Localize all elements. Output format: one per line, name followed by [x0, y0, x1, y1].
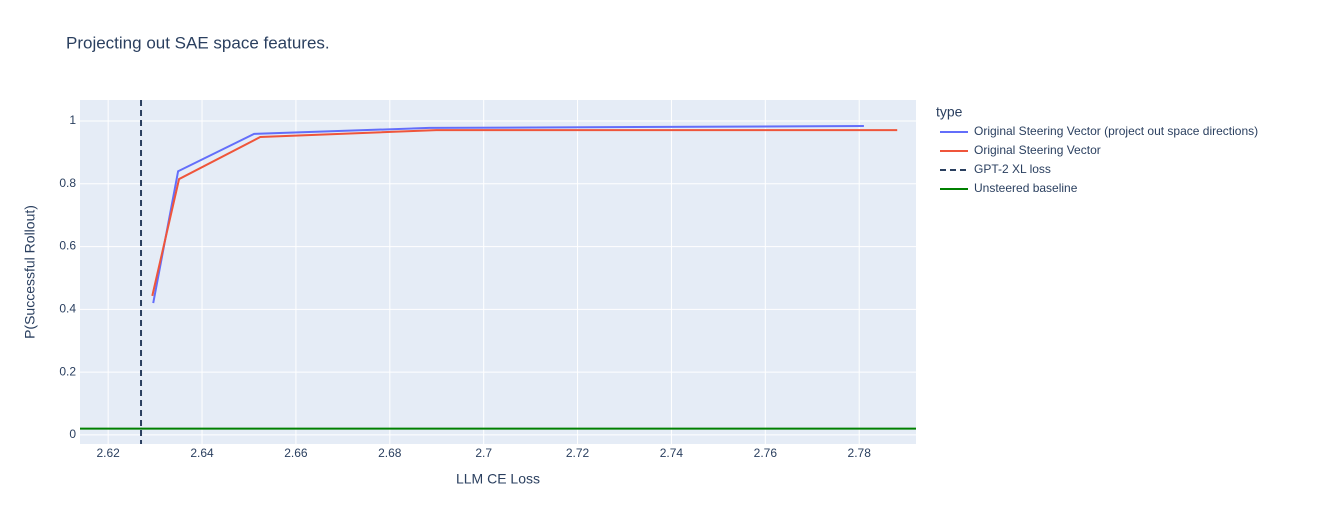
y-tick-label: 0.4 [59, 302, 76, 316]
plot-area [80, 100, 916, 444]
legend-label: GPT-2 XL loss [974, 162, 1051, 176]
y-tick-label: 0.2 [59, 364, 76, 378]
y-tick-label: 0.8 [59, 176, 76, 190]
x-tick-label: 2.66 [284, 446, 308, 460]
x-tick-label: 2.64 [190, 446, 214, 460]
legend-title: type [936, 104, 963, 120]
legend-label: Original Steering Vector (project out sp… [974, 124, 1258, 138]
x-tick-label: 2.62 [96, 446, 120, 460]
legend-label: Original Steering Vector [974, 143, 1101, 157]
x-axis-title: LLM CE Loss [456, 471, 540, 487]
x-tick-label: 2.78 [848, 446, 872, 460]
y-tick-label: 0.6 [59, 239, 76, 253]
x-tick-label: 2.76 [754, 446, 778, 460]
y-axis-title: P(Successful Rollout) [22, 205, 38, 339]
line-series [151, 129, 898, 297]
y-tick-label: 1 [69, 113, 76, 127]
x-tick-label: 2.74 [660, 446, 684, 460]
y-tick-label: 0 [69, 427, 76, 441]
x-tick-label: 2.7 [475, 446, 492, 460]
x-tick-label: 2.68 [378, 446, 402, 460]
x-tick-label: 2.72 [566, 446, 590, 460]
legend-label: Unsteered baseline [974, 181, 1078, 195]
plot-background [80, 100, 916, 444]
chart-title: Projecting out SAE space features. [66, 33, 330, 52]
